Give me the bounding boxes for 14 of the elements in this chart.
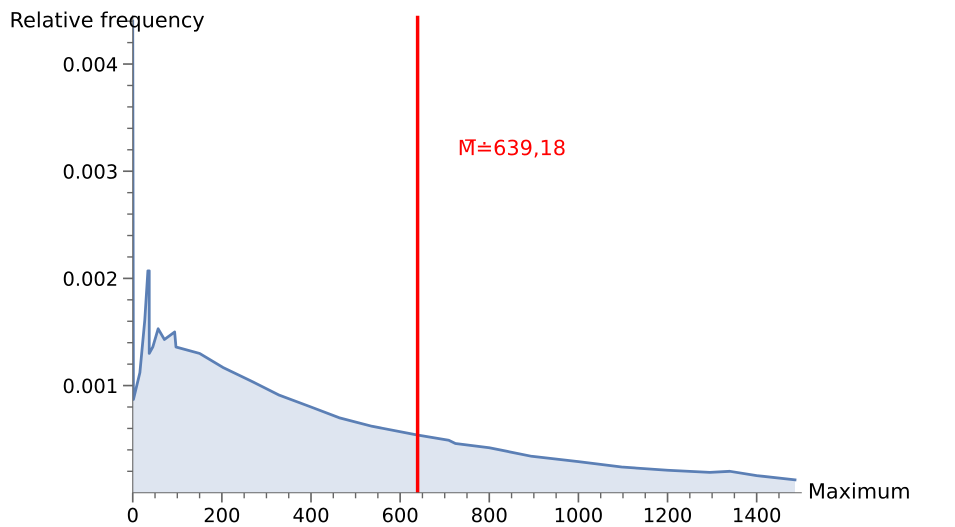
ref-line-label: M̅≐639,18 [460, 139, 565, 158]
x-tick-label: 1200 [644, 508, 691, 522]
x-tick-label: 1400 [734, 508, 780, 522]
y-tick-label: 0.003 [64, 164, 117, 179]
y-tick-label: 0.002 [64, 271, 116, 286]
y-tick-label: 0.004 [64, 56, 118, 72]
x-tick-label: 400 [293, 508, 328, 522]
x-axis-title: Maximum [810, 482, 909, 499]
x-tick-label: 800 [472, 508, 507, 522]
x-tick-label: 200 [204, 508, 240, 522]
x-tick-label: 0 [128, 508, 138, 522]
x-tick-label: 600 [382, 508, 418, 522]
y-tick-label: 0.001 [64, 378, 116, 394]
x-tick-label: 1000 [556, 508, 602, 522]
